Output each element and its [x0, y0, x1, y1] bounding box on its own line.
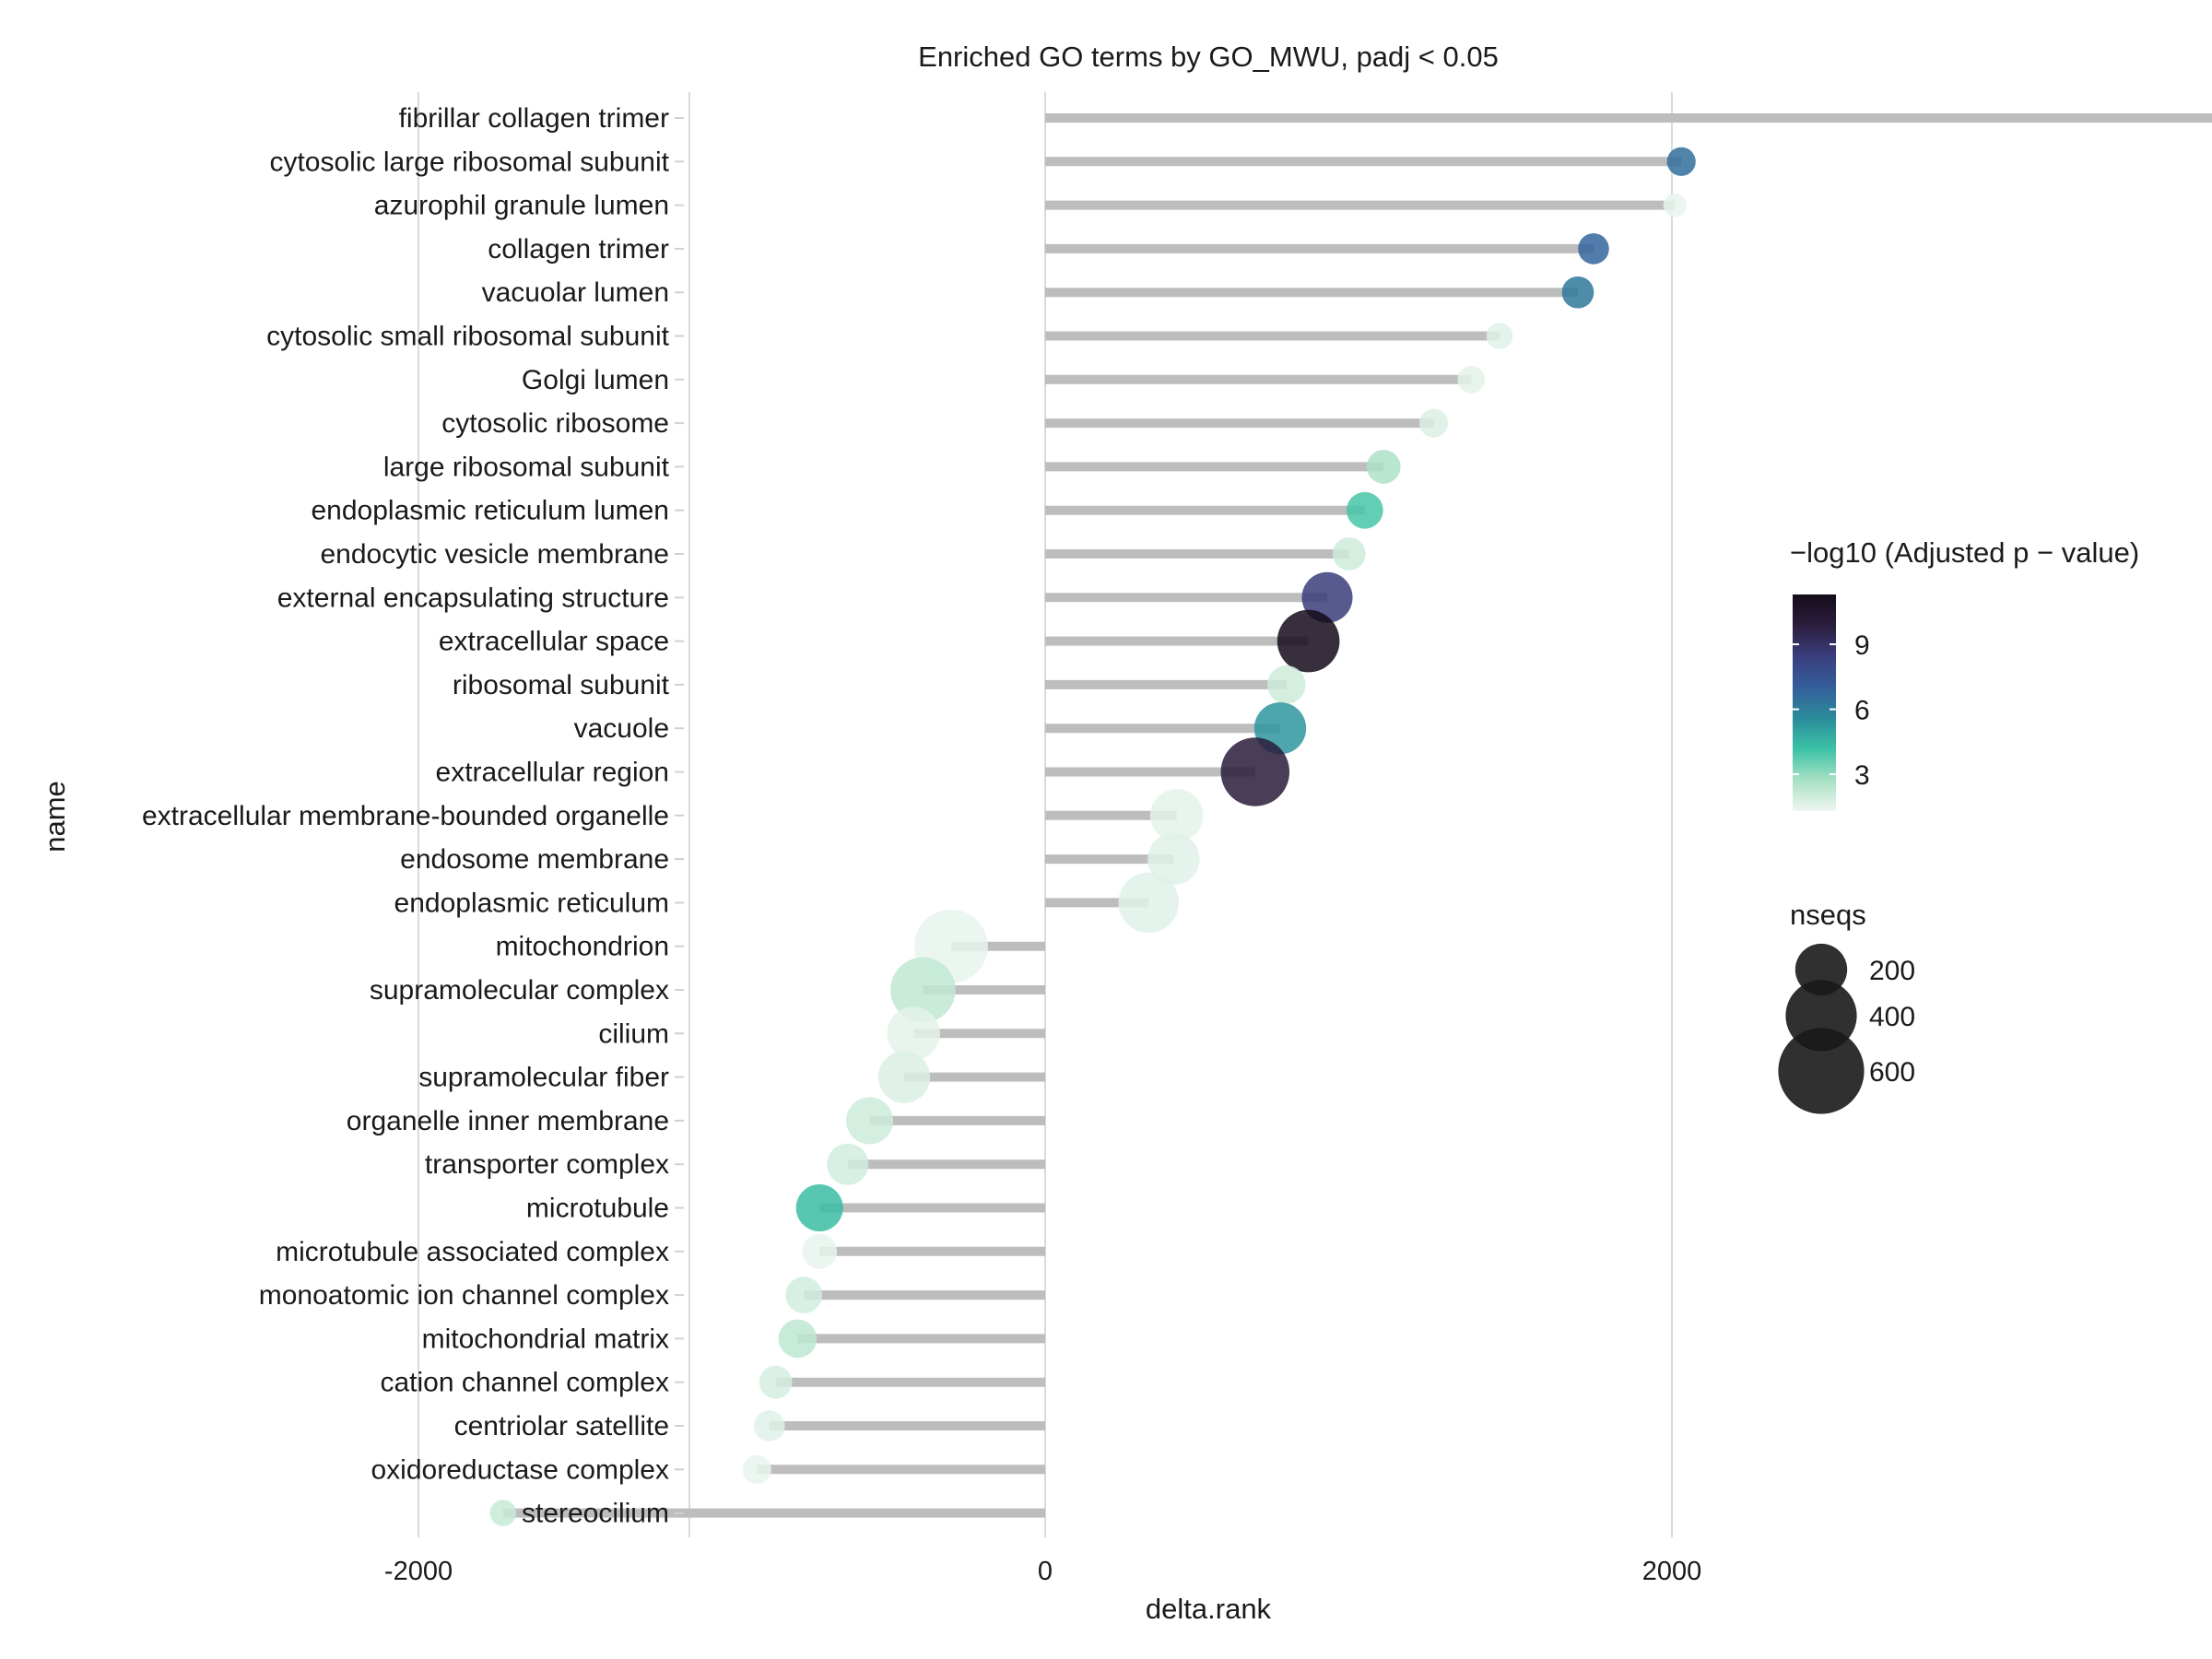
color-legend: −log10 (Adjusted p − value) 3 6 9 [1790, 536, 2139, 811]
term-point [1561, 276, 1594, 309]
x-tick-labels: -2000020004000 [384, 1557, 1702, 1586]
colorbar [1793, 594, 1836, 811]
term-point [489, 1500, 517, 1526]
term-point [877, 1051, 931, 1103]
size-legend-label: 600 [1869, 1057, 1915, 1088]
term-point [1486, 323, 1513, 349]
term-point [1578, 233, 1609, 265]
term-point [1220, 737, 1290, 806]
chart-title: Enriched GO terms by GO_MWU, padj < 0.05 [918, 41, 1499, 73]
stems [502, 113, 2212, 1518]
colorbar-ticks: 3 6 9 [1793, 630, 1870, 791]
color-legend-title: −log10 (Adjusted p − value) [1790, 536, 2139, 569]
term-label: cytosolic large ribosomal subunit [269, 147, 669, 177]
term-label: transporter complex [425, 1149, 669, 1180]
term-label: fibrillar collagen trimer [399, 103, 669, 134]
term-point [1457, 365, 1486, 394]
term-label: endocytic vesicle membrane [320, 539, 669, 570]
term-label: extracellular region [436, 758, 669, 788]
term-label: vacuole [574, 713, 669, 744]
term-point [1332, 537, 1366, 571]
x-tick-label: 0 [1038, 1557, 1053, 1586]
term-point [1419, 408, 1449, 438]
y-tick-labels: fibrillar collagen trimer cytosolic large… [142, 103, 684, 1529]
term-point [785, 1277, 823, 1313]
term-point [890, 957, 956, 1023]
term-label: extracellular membrane-bounded organelle [142, 801, 669, 831]
term-point [1277, 609, 1340, 673]
term-point [795, 1183, 843, 1232]
term-label: collagen trimer [488, 234, 669, 265]
term-label: azurophil granule lumen [374, 191, 669, 221]
term-label: supramolecular complex [370, 975, 669, 1006]
term-label: monoatomic ion channel complex [259, 1280, 669, 1311]
term-point [1150, 789, 1204, 842]
size-legend-title: nseqs [1790, 899, 1866, 931]
term-point [846, 1097, 894, 1145]
term-label: microtubule [526, 1194, 669, 1224]
colorbar-tick-label: 6 [1854, 696, 1870, 726]
term-point [1366, 449, 1401, 484]
colorbar-tick-label: 9 [1854, 630, 1870, 661]
colorbar-tick-label: 3 [1854, 760, 1870, 791]
x-axis-label: delta.rank [1146, 1593, 1272, 1625]
size-legend-key [1778, 1028, 1865, 1114]
term-label: stereocilium [522, 1499, 669, 1529]
size-legend-label: 400 [1869, 1002, 1915, 1032]
term-label: microtubule associated complex [276, 1237, 669, 1267]
term-point [1346, 491, 1383, 529]
y-axis-label: name [39, 781, 71, 853]
term-label: endoplasmic reticulum lumen [311, 496, 669, 526]
term-label: cytosolic small ribosomal subunit [266, 322, 669, 352]
term-label: ribosomal subunit [453, 670, 670, 700]
term-point [887, 1006, 940, 1061]
term-label: organelle inner membrane [347, 1106, 669, 1136]
term-point [742, 1454, 771, 1484]
term-label: mitochondrial matrix [422, 1324, 669, 1354]
x-tick-label: -2000 [384, 1557, 453, 1586]
gridlines [418, 92, 1673, 1537]
size-legend-label: 200 [1869, 956, 1915, 986]
term-point [1663, 193, 1688, 218]
term-label: endoplasmic reticulum [394, 888, 669, 918]
term-label: centriolar satellite [454, 1411, 669, 1441]
term-label: oxidoreductase complex [371, 1454, 669, 1485]
term-label: extracellular space [439, 627, 669, 657]
term-label: supramolecular fiber [418, 1063, 669, 1093]
term-label: vacuolar lumen [482, 277, 669, 308]
term-point [802, 1233, 838, 1269]
term-label: large ribosomal subunit [383, 452, 670, 482]
term-label: external encapsulating structure [277, 582, 669, 613]
term-point [1301, 571, 1353, 623]
term-label: cation channel complex [380, 1368, 669, 1398]
term-point [1118, 872, 1179, 934]
term-label: endosome membrane [400, 844, 669, 875]
term-label: cytosolic ribosome [441, 408, 669, 439]
size-legend: nseqs 200 400 600 [1778, 899, 1915, 1114]
term-label: cilium [598, 1018, 669, 1049]
term-label: mitochondrion [496, 932, 669, 962]
size-legend-items: 200 400 600 [1778, 943, 1915, 1114]
term-point [759, 1365, 793, 1399]
term-point [778, 1319, 818, 1359]
x-tick-label: 2000 [1642, 1557, 1702, 1586]
term-point [1147, 832, 1200, 886]
term-point [827, 1143, 869, 1185]
term-point [1666, 147, 1696, 176]
points [489, 147, 1696, 1526]
term-point [1267, 665, 1306, 704]
term-point [754, 1410, 785, 1441]
term-label: Golgi lumen [522, 365, 669, 395]
